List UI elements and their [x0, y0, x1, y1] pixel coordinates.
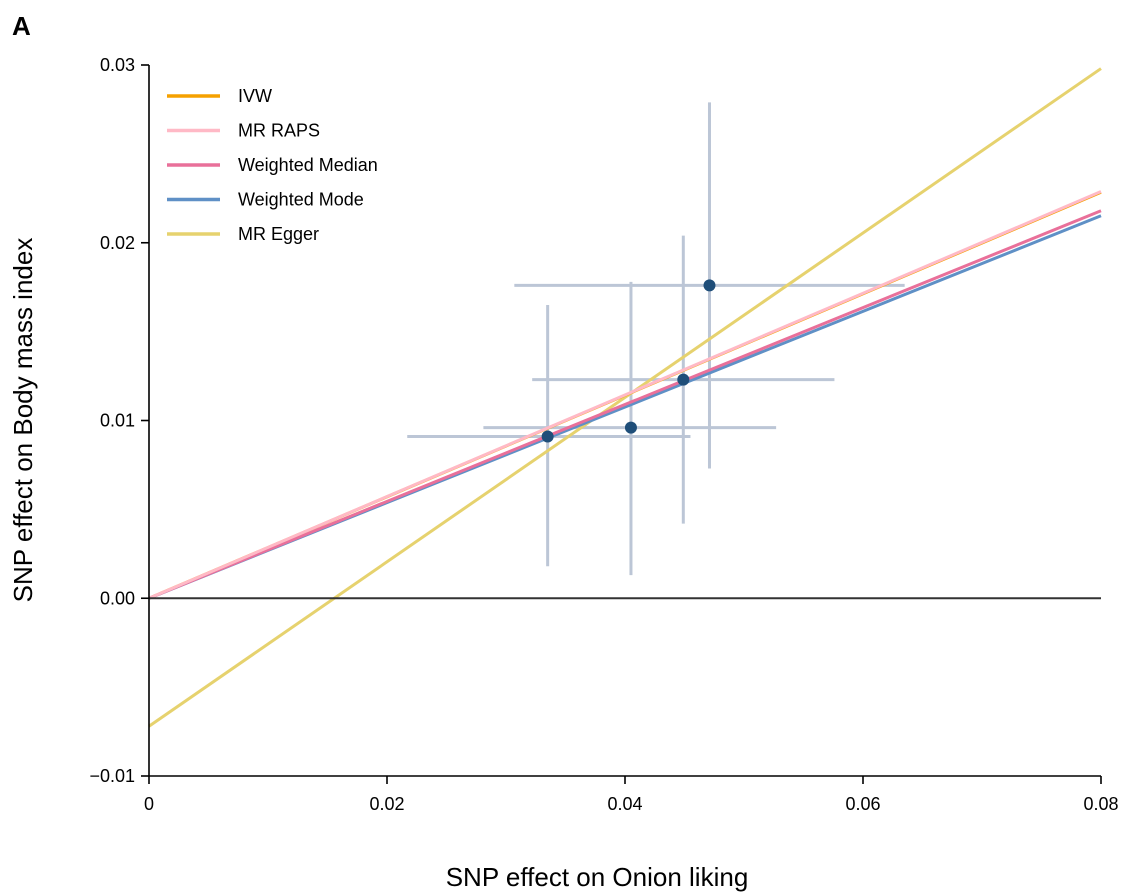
legend-label: MR RAPS: [238, 121, 320, 141]
y-tick-label: 0.01: [100, 411, 135, 431]
x-tick-label: 0.06: [845, 794, 880, 814]
fit-line-weighted-median: [148, 209, 1102, 600]
legend-label: Weighted Median: [238, 155, 378, 175]
x-tick-label: 0.04: [607, 794, 642, 814]
legend-label: IVW: [238, 86, 272, 106]
fit-lines: [148, 67, 1102, 728]
y-axis-label: SNP effect on Body mass index: [8, 238, 38, 603]
y-tick-label: 0.02: [100, 233, 135, 253]
data-point: [541, 430, 554, 443]
y-ticks: −0.01 0.00 0.01 0.02 0.03: [89, 55, 149, 786]
fit-line-mr-egger: [148, 67, 1102, 728]
x-ticks: 0 0.02 0.04 0.06 0.08: [144, 776, 1119, 814]
legend-label: Weighted Mode: [238, 190, 364, 210]
legend: IVW MR RAPS Weighted Median Weighted Mode MR…: [167, 86, 378, 244]
error-bars: [407, 102, 905, 576]
y-tick-label: 0.03: [100, 55, 135, 75]
data-point: [677, 373, 690, 386]
x-tick-label: 0: [144, 794, 154, 814]
x-tick-label: 0.02: [369, 794, 404, 814]
fit-line-mr-raps: [148, 190, 1102, 600]
axes: 0 0.02 0.04 0.06 0.08 −0.01 0.00 0.01 0.02 0.03: [89, 55, 1118, 814]
data-point: [703, 279, 716, 292]
panel-label: A: [12, 11, 31, 41]
data-point: [624, 421, 637, 434]
data-points: [541, 279, 716, 443]
y-tick-label: 0.00: [100, 588, 135, 608]
y-tick-label: −0.01: [89, 766, 135, 786]
x-axis-label: SNP effect on Onion liking: [446, 862, 749, 892]
x-tick-label: 0.08: [1083, 794, 1118, 814]
legend-label: MR Egger: [238, 224, 319, 244]
